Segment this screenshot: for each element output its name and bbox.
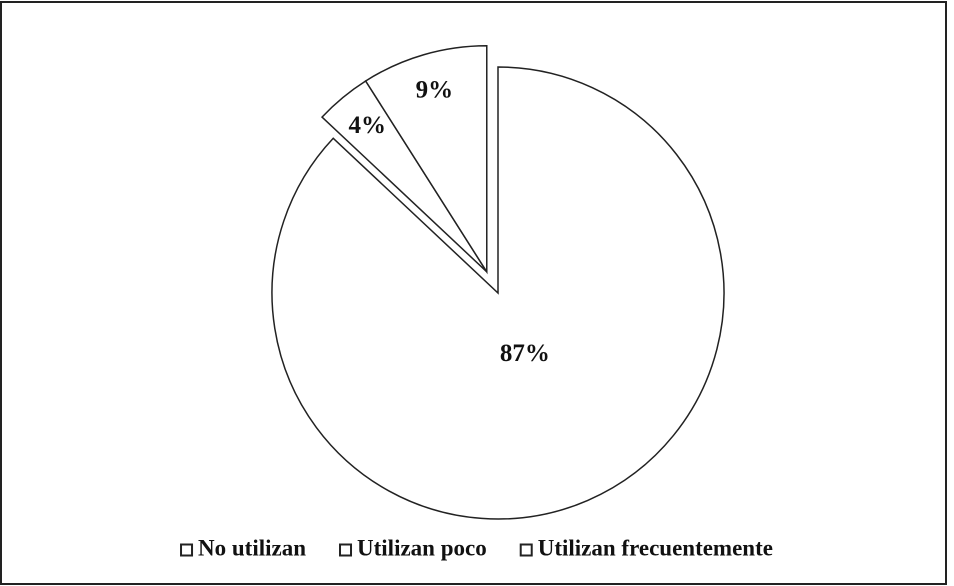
legend-label: Utilizan poco — [357, 535, 487, 560]
data-label: 4% — [348, 112, 386, 139]
legend-label: No utilizan — [198, 535, 306, 560]
pie-slice — [364, 45, 488, 275]
data-label: 9% — [416, 76, 454, 103]
pie-slice — [271, 66, 725, 520]
legend-swatch — [339, 543, 353, 557]
legend-swatch — [180, 543, 194, 557]
data-label: 87% — [500, 340, 550, 367]
legend-label: Utilizan frecuentemente — [538, 535, 773, 560]
legend-swatch — [519, 543, 533, 557]
